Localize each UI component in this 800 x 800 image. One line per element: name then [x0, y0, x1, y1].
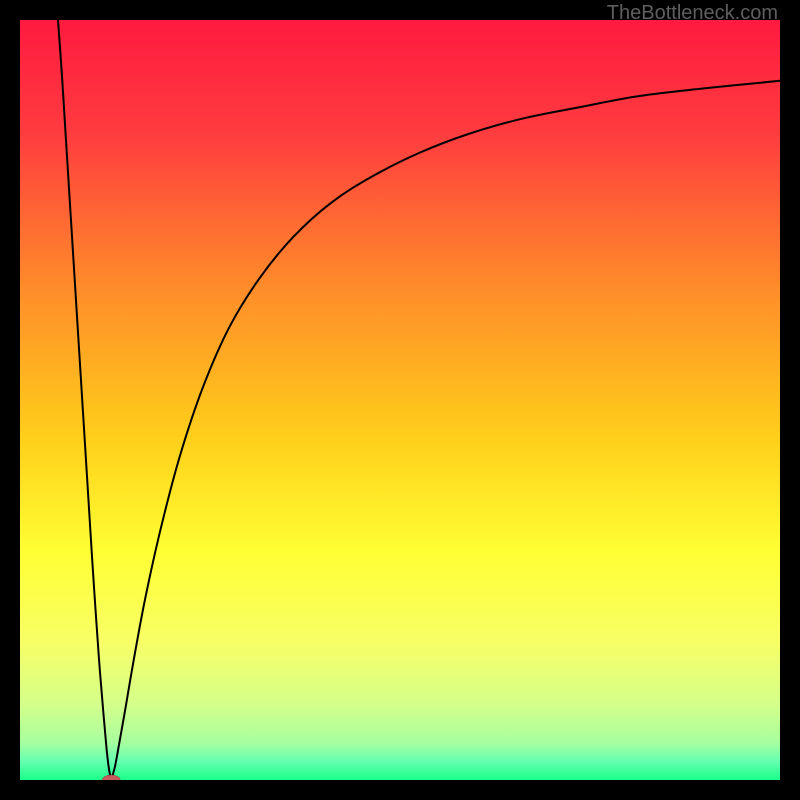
bottleneck-chart: [20, 20, 780, 780]
watermark-text: TheBottleneck.com: [607, 2, 778, 25]
chart-background: [20, 20, 780, 780]
chart-frame: TheBottleneck.com: [0, 0, 800, 800]
